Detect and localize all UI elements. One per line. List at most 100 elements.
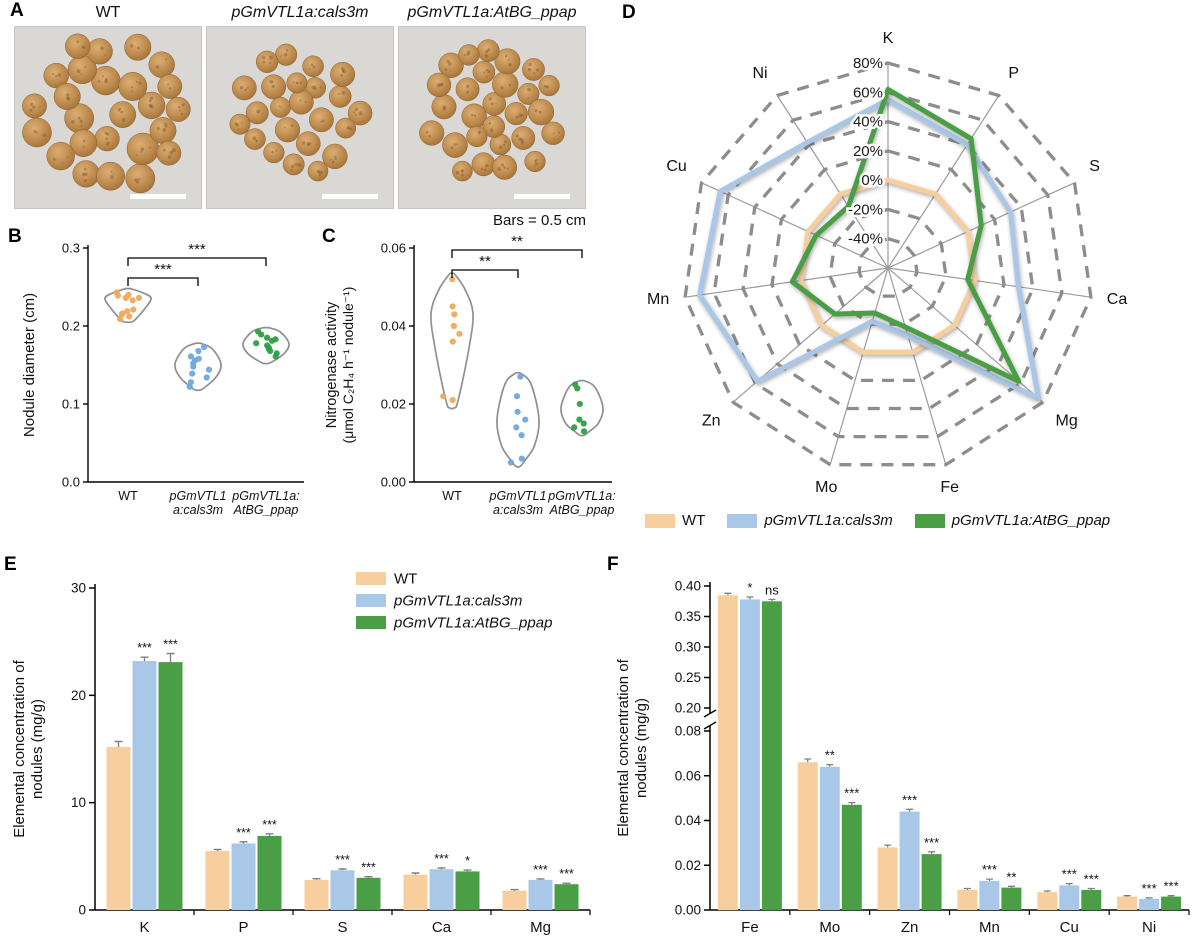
bar-Ni-pGmVTL1a:AtBG_ppap — [1161, 896, 1182, 910]
x-category-label: P — [238, 919, 248, 936]
nodule — [137, 91, 166, 120]
error-bar — [1065, 882, 1073, 886]
nodule-speckle — [57, 73, 62, 77]
nodule-speckle — [299, 99, 302, 102]
nodule-speckle — [262, 55, 266, 60]
nodule-speckle — [301, 141, 306, 145]
nodule-speckle — [271, 80, 274, 83]
nodule-speckle — [283, 126, 286, 129]
panel-label-c: C — [322, 226, 336, 247]
nodule-speckle — [97, 80, 101, 83]
nodule-speckle — [269, 62, 271, 64]
x-category-label: Cu — [1060, 919, 1079, 936]
legend-swatch — [356, 616, 386, 629]
nodule-speckle — [534, 162, 538, 166]
radar-spoke — [701, 182, 889, 269]
nodule-speckle — [71, 120, 75, 124]
nodule-speckle — [168, 87, 172, 90]
nodule-speckle — [543, 85, 546, 88]
nodule-speckle — [545, 85, 548, 88]
data-point — [449, 303, 456, 310]
data-point — [574, 385, 581, 392]
nodule-speckle — [503, 166, 506, 169]
data-point — [187, 353, 195, 360]
data-point — [253, 340, 260, 347]
nodule-speckle — [29, 102, 34, 107]
bar-Zn-WT — [877, 847, 898, 910]
nodule-speckle — [169, 150, 174, 155]
sig-label: *** — [924, 835, 939, 850]
nodule-speckle — [167, 83, 170, 86]
legend-swatch — [727, 513, 758, 528]
panel-label-e: E — [4, 554, 17, 575]
data-point — [272, 353, 279, 360]
nodule — [524, 150, 546, 173]
nodule-speckle — [255, 139, 257, 142]
nodule — [322, 143, 348, 170]
nodule-speckle — [444, 68, 448, 71]
radar-axis-label: Cu — [666, 158, 686, 175]
nodule-speckle — [131, 86, 133, 89]
data-point — [195, 355, 202, 362]
x-tick-label: AtBG_ppap — [549, 503, 615, 517]
nodule-speckle — [29, 108, 33, 112]
nodule — [335, 117, 357, 139]
nodule — [492, 154, 518, 180]
data-point — [513, 393, 521, 400]
x-category-label: S — [337, 919, 347, 936]
nodule-speckle — [62, 162, 64, 164]
legend-swatch — [356, 572, 386, 585]
nodule — [165, 96, 191, 122]
nodule-speckle — [67, 97, 71, 101]
x-category-label: Zn — [901, 919, 919, 936]
nodule-speckle — [81, 46, 84, 48]
nodule-photo-wt — [14, 26, 202, 209]
nodule-speckle — [306, 141, 311, 146]
nodule-speckle — [140, 147, 144, 151]
data-point — [576, 416, 583, 423]
violin-chart-nodule-diameter: 0.0 0.1 0.2 0.3 Nodule diameter (cm) WT pGmVTL… — [21, 241, 304, 517]
nodule-speckle — [180, 113, 184, 116]
data-point — [264, 334, 271, 341]
nodule-speckle — [313, 86, 317, 91]
nodule-speckle — [480, 167, 484, 171]
x-tick-label: WT — [118, 489, 138, 503]
error-bar — [768, 598, 776, 602]
nodule-speckle — [163, 148, 166, 152]
nodule-speckle — [311, 85, 315, 90]
nodule — [286, 72, 308, 94]
y-tick-label: 0.02 — [675, 858, 701, 873]
bar-Ni-WT — [1117, 896, 1138, 910]
nodule-speckle — [495, 102, 497, 105]
data-point — [440, 393, 447, 400]
nodule-speckle — [80, 73, 82, 75]
nodule-speckle — [334, 157, 337, 160]
data-point — [114, 292, 121, 299]
data-point — [124, 308, 131, 315]
bar-Mg-pGmVTL1a:cals3m — [528, 879, 553, 910]
nodule-speckle — [234, 122, 238, 125]
data-point — [129, 297, 136, 304]
nodule-speckle — [320, 120, 322, 123]
nodule-speckle — [533, 160, 537, 163]
nodule-speckle — [503, 143, 506, 146]
nodule-speckle — [81, 172, 86, 177]
data-point — [130, 306, 137, 313]
radar-series-WT — [798, 177, 978, 355]
sig-label: *** — [844, 786, 859, 801]
x-category-label: K — [139, 919, 149, 936]
nodule-speckle — [42, 133, 47, 138]
nodule-speckle — [500, 86, 504, 90]
nodule-speckle — [165, 58, 167, 61]
y-tick-label: 0.25 — [675, 670, 701, 685]
nodule — [307, 160, 329, 182]
radar-ring-label: 60% — [853, 84, 883, 101]
nodule-speckle — [113, 173, 115, 175]
nodule-speckle — [442, 107, 446, 111]
photo-title-cals3m: pGmVTL1a:cals3m — [231, 4, 369, 21]
error-bar — [140, 656, 149, 661]
data-point — [258, 331, 265, 338]
nodule — [527, 98, 555, 126]
legend-item: pGmVTL1a:AtBG_ppap — [914, 512, 1110, 529]
x-category-label: Mo — [819, 919, 840, 936]
